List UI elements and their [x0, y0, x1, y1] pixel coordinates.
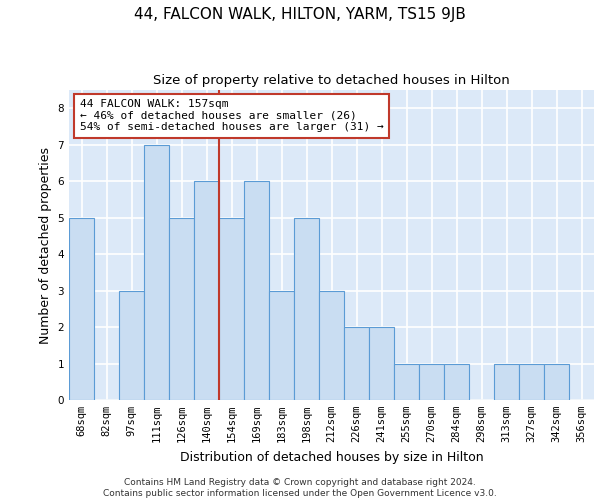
- Text: Contains HM Land Registry data © Crown copyright and database right 2024.
Contai: Contains HM Land Registry data © Crown c…: [103, 478, 497, 498]
- Bar: [544, 364, 569, 400]
- Bar: [394, 364, 419, 400]
- Text: 44 FALCON WALK: 157sqm
← 46% of detached houses are smaller (26)
54% of semi-det: 44 FALCON WALK: 157sqm ← 46% of detached…: [79, 100, 383, 132]
- Bar: [369, 327, 394, 400]
- Bar: [494, 364, 519, 400]
- Bar: [144, 144, 169, 400]
- Title: Size of property relative to detached houses in Hilton: Size of property relative to detached ho…: [153, 74, 510, 88]
- Bar: [219, 218, 244, 400]
- Bar: [319, 290, 344, 400]
- Bar: [344, 327, 369, 400]
- Y-axis label: Number of detached properties: Number of detached properties: [39, 146, 52, 344]
- X-axis label: Distribution of detached houses by size in Hilton: Distribution of detached houses by size …: [179, 450, 484, 464]
- Bar: [269, 290, 294, 400]
- Bar: [244, 181, 269, 400]
- Bar: [519, 364, 544, 400]
- Bar: [169, 218, 194, 400]
- Bar: [419, 364, 444, 400]
- Bar: [119, 290, 144, 400]
- Bar: [444, 364, 469, 400]
- Bar: [194, 181, 219, 400]
- Bar: [294, 218, 319, 400]
- Bar: [69, 218, 94, 400]
- Text: 44, FALCON WALK, HILTON, YARM, TS15 9JB: 44, FALCON WALK, HILTON, YARM, TS15 9JB: [134, 8, 466, 22]
